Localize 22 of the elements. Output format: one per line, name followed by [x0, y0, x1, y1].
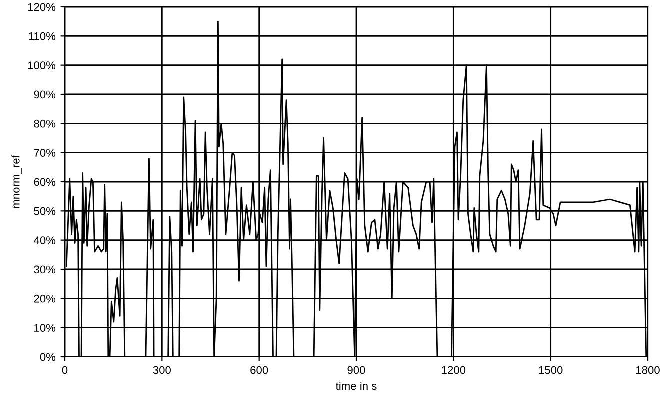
y-tick-label: 80% [34, 120, 56, 128]
x-tick-label: 1800 [636, 366, 660, 374]
x-tick-label: 600 [250, 366, 268, 374]
y-tick-label: 60% [34, 178, 56, 186]
y-tick-label: 70% [34, 149, 56, 157]
y-tick-label: 10% [34, 324, 56, 332]
x-tick-label: 1200 [442, 366, 466, 374]
y-tick-label: 100% [28, 62, 56, 70]
y-tick-label: 40% [34, 236, 56, 244]
x-tick-label: 300 [153, 366, 171, 374]
y-tick-label: 0% [40, 353, 56, 362]
y-tick-label: 50% [34, 207, 56, 216]
y-tick-label: 30% [34, 266, 56, 274]
y-tick-label: 20% [34, 294, 56, 303]
x-tick-label: 0 [62, 366, 68, 374]
x-tick-label: 900 [348, 366, 366, 374]
y-axis-title: mnorm_ref [12, 155, 22, 208]
x-tick-label: 1500 [539, 366, 563, 374]
y-tick-label: 90% [34, 90, 56, 99]
x-axis-title: time in s [336, 382, 377, 390]
y-tick-label: 120% [28, 3, 56, 12]
y-tick-label: 110% [29, 32, 56, 40]
